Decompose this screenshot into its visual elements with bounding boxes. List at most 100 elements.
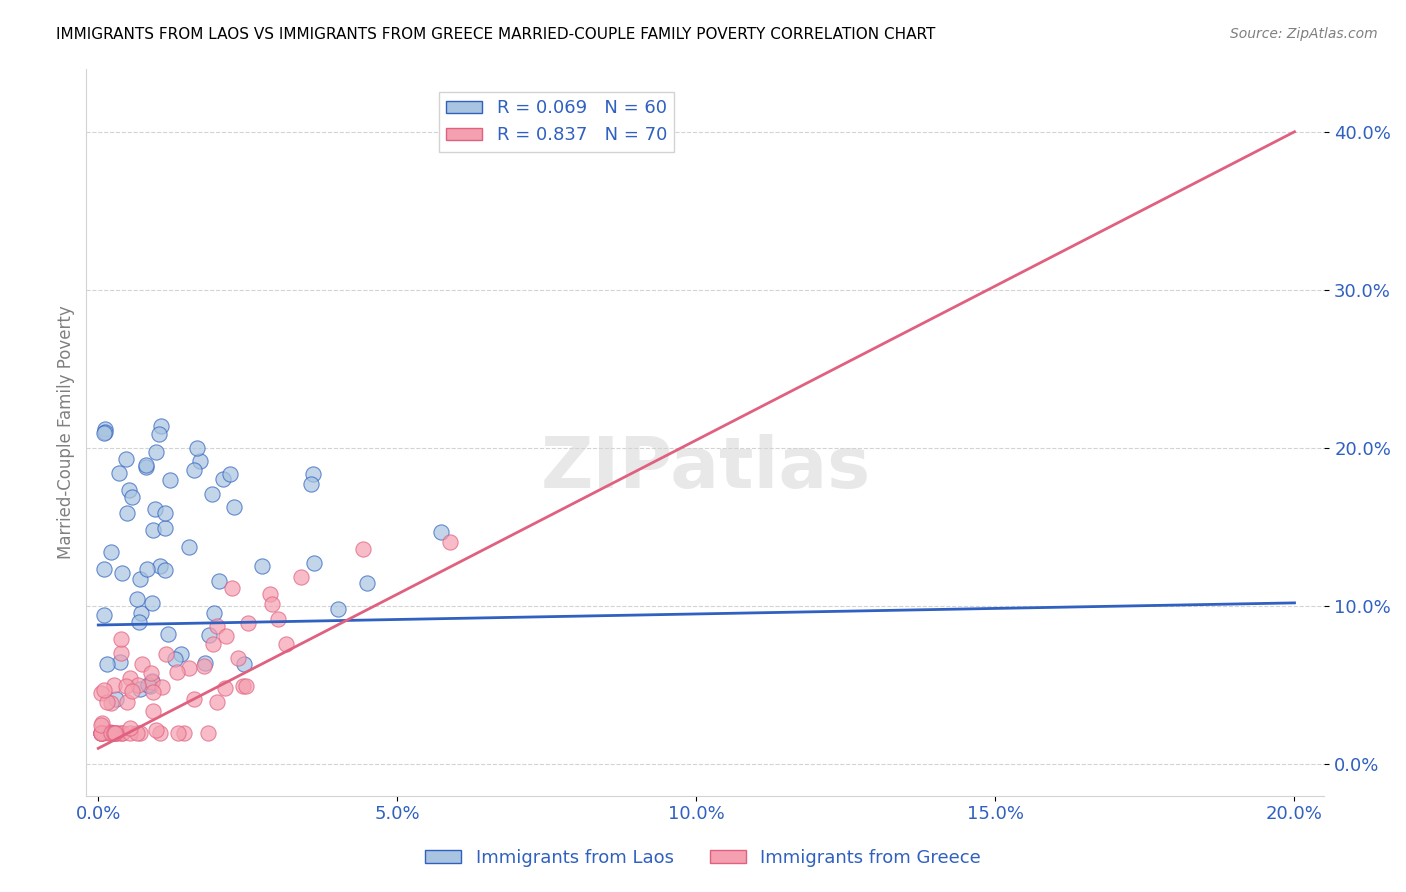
Point — [118, 483, 141, 497]
Y-axis label: Married-Couple Family Poverty: Married-Couple Family Poverty — [58, 305, 75, 559]
Point — [302, 556, 325, 570]
Point — [111, 566, 134, 581]
Legend: R = 0.069   N = 60, R = 0.837   N = 70: R = 0.069 N = 60, R = 0.837 N = 70 — [439, 92, 675, 152]
Point — [90, 716, 112, 731]
Point — [93, 562, 115, 576]
Text: ZIPatlas: ZIPatlas — [540, 434, 870, 503]
Point — [118, 722, 141, 736]
Point — [94, 425, 117, 439]
Point — [90, 725, 112, 739]
Point — [205, 619, 228, 633]
Point — [173, 725, 195, 739]
Point — [232, 679, 254, 693]
Point — [139, 679, 162, 693]
Point — [100, 725, 122, 739]
Point — [98, 724, 121, 739]
Point — [221, 581, 243, 595]
Point — [127, 678, 149, 692]
Point — [148, 426, 170, 441]
Point — [142, 523, 165, 537]
Point — [194, 657, 217, 671]
Point — [120, 671, 142, 685]
Point — [235, 679, 257, 693]
Point — [155, 647, 177, 661]
Point — [177, 540, 200, 554]
Point — [142, 704, 165, 718]
Point — [110, 646, 132, 660]
Legend: Immigrants from Laos, Immigrants from Greece: Immigrants from Laos, Immigrants from Gr… — [418, 842, 988, 874]
Point — [274, 637, 297, 651]
Point — [215, 629, 238, 643]
Point — [93, 425, 115, 440]
Point — [149, 559, 172, 574]
Point — [128, 615, 150, 630]
Point — [156, 627, 179, 641]
Point — [110, 725, 132, 739]
Point — [120, 725, 142, 739]
Point — [100, 545, 122, 559]
Point — [135, 458, 157, 472]
Point — [100, 725, 122, 739]
Point — [90, 686, 112, 700]
Point — [129, 606, 152, 620]
Point — [211, 472, 233, 486]
Point — [131, 657, 153, 672]
Point — [90, 725, 112, 739]
Point — [111, 725, 134, 739]
Point — [105, 725, 128, 739]
Point — [233, 657, 256, 671]
Point — [103, 725, 125, 739]
Point — [250, 558, 273, 573]
Point — [222, 500, 245, 514]
Point — [108, 655, 131, 669]
Point — [352, 542, 374, 557]
Point — [104, 725, 127, 739]
Point — [186, 442, 208, 456]
Point — [97, 725, 120, 739]
Point — [100, 696, 122, 710]
Point — [167, 725, 190, 739]
Point — [143, 501, 166, 516]
Point — [214, 681, 236, 696]
Point — [328, 601, 350, 615]
Point — [96, 657, 118, 672]
Point — [141, 675, 163, 690]
Point — [94, 422, 117, 436]
Point — [136, 678, 159, 692]
Point — [105, 691, 128, 706]
Point — [135, 460, 157, 475]
Point — [142, 684, 165, 698]
Point — [197, 725, 219, 739]
Point — [127, 725, 149, 739]
Point — [128, 572, 150, 586]
Point — [141, 596, 163, 610]
Point — [145, 723, 167, 737]
Point — [302, 467, 325, 482]
Point — [101, 725, 124, 739]
Text: Source: ZipAtlas.com: Source: ZipAtlas.com — [1230, 27, 1378, 41]
Point — [91, 725, 114, 739]
Point — [129, 725, 152, 739]
Point — [193, 658, 215, 673]
Point — [163, 652, 186, 666]
Point — [153, 563, 176, 577]
Point — [121, 490, 143, 504]
Point — [136, 562, 159, 576]
Point — [90, 725, 112, 739]
Point — [100, 725, 122, 739]
Point — [179, 661, 201, 675]
Point — [439, 535, 461, 549]
Point — [114, 679, 136, 693]
Point — [149, 419, 172, 434]
Point — [238, 616, 260, 631]
Point — [115, 695, 138, 709]
Point — [259, 587, 281, 601]
Point — [127, 592, 149, 607]
Point — [90, 725, 112, 739]
Point — [93, 682, 115, 697]
Point — [169, 647, 191, 661]
Point — [290, 570, 312, 584]
Point — [202, 606, 225, 620]
Point — [226, 651, 249, 665]
Point — [103, 678, 125, 692]
